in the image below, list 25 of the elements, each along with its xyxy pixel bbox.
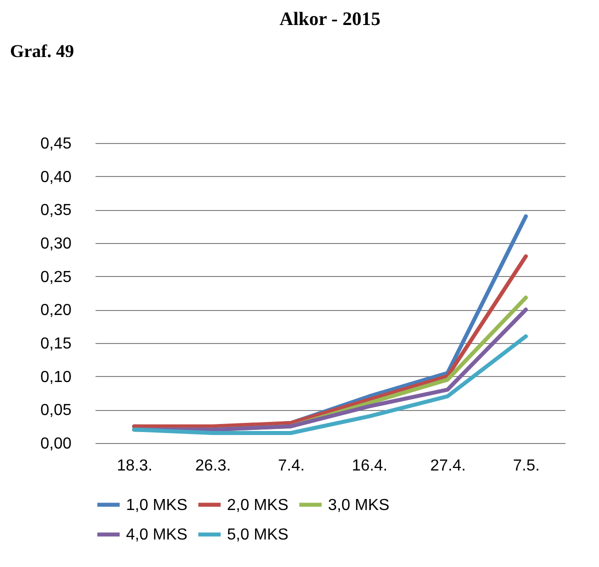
y-tick-label: 0,40 [40, 168, 72, 186]
y-tick-label: 0,00 [40, 436, 72, 452]
y-tick-label: 0,35 [40, 202, 72, 220]
legend-label: 4,0 MKS [126, 526, 188, 544]
legend-label: 1,0 MKS [126, 496, 188, 514]
y-tick-label: 0,20 [40, 302, 72, 320]
y-tick-label: 0,30 [40, 236, 72, 252]
x-tick-label: 27.4. [430, 458, 466, 474]
x-tick-label: 7.4. [278, 458, 305, 474]
x-tick-label: 7.5. [512, 458, 540, 474]
y-tick-label: 0,45 [40, 136, 72, 152]
x-tick-label: 16.4. [352, 458, 388, 474]
y-tick-label: 0,10 [40, 368, 72, 386]
y-tick-label: 0,25 [40, 268, 72, 286]
text: Graf. 49 [10, 41, 74, 61]
legend-label: 2,0 MKS [227, 496, 288, 514]
legend-label: 3,0 MKS [328, 496, 390, 514]
y-tick-label: 0,05 [40, 402, 72, 420]
line-series [132, 334, 528, 435]
x-tick-label: 18.3. [116, 458, 152, 474]
legend-label: 5,0 MKS [227, 526, 288, 544]
y-tick-label: 0,15 [40, 336, 72, 352]
line-series [132, 254, 528, 428]
x-tick-label: 26.3. [195, 458, 231, 474]
chart-title: Alkor - 2015 [280, 9, 380, 30]
